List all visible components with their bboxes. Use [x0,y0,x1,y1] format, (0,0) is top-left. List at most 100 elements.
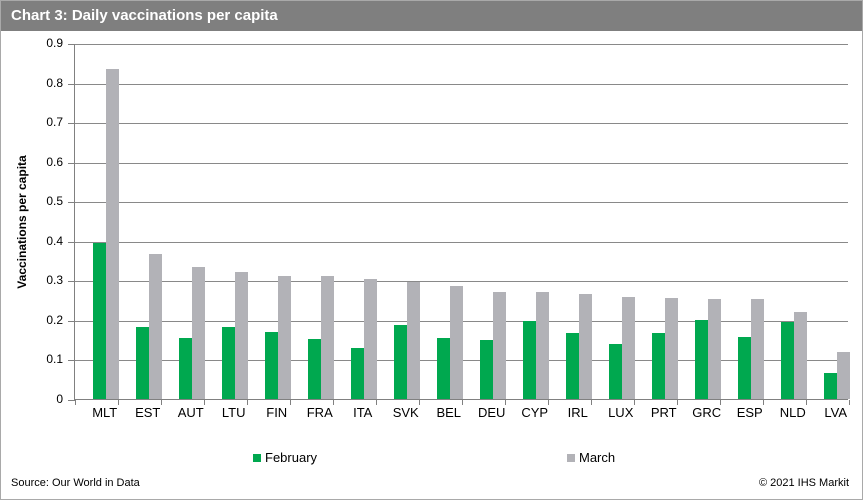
x-tick-label: GRC [692,405,722,420]
y-axis-tick [68,44,75,45]
x-axis-tick [290,400,291,405]
x-tick-label: CYP [521,405,549,420]
bar-march-ltu [234,272,248,399]
y-tick-label: 0.5 [46,194,63,209]
bar-february-deu [479,340,493,399]
legend-swatch-march [567,453,575,462]
bar-march-cyp [535,292,549,399]
bar-march-mlt [105,68,119,399]
legend-item-march: March [567,450,615,465]
bar-february-lux [608,344,622,399]
x-axis-tick [118,400,119,405]
x-axis-tick [677,400,678,405]
chart-title: Chart 3: Daily vaccinations per capita [11,7,278,24]
x-tick-label: FRA [306,405,333,420]
x-tick-label: SVK [392,405,419,420]
x-tick-label: LUX [608,405,634,420]
bar-march-nld [793,311,807,399]
bar-february-est [135,327,149,399]
x-axis-tick [720,400,721,405]
y-axis-tick [68,162,75,164]
x-tick-label: EST [135,405,161,420]
x-axis-tick [591,400,592,405]
gridline [75,44,848,45]
y-tick-label: 0.3 [46,273,63,288]
y-tick-label: 0.7 [46,115,63,130]
y-axis-tick [68,360,75,362]
bar-february-prt [651,332,665,399]
bar-february-mlt [92,242,106,399]
gridline [75,83,848,85]
x-axis-tick [204,400,205,405]
x-axis-tick [505,400,506,405]
x-axis-tick [75,400,76,405]
x-tick-label: ITA [353,405,373,420]
y-axis-tick [68,202,75,204]
x-axis-tick [763,400,764,405]
chart-title-bar: Chart 3: Daily vaccinations per capita [1,1,862,31]
bar-february-nld [780,322,794,399]
x-tick-label: MLT [92,405,118,420]
y-tick-label: 0.1 [46,352,63,367]
y-axis-tick [68,400,75,401]
gridline [75,202,848,204]
x-axis-tick [806,400,807,405]
legend-label-february: February [265,450,318,465]
bar-february-svk [393,325,407,399]
bar-february-aut [178,338,192,399]
bar-february-lva [823,373,837,399]
x-tick-label: ESP [736,405,763,420]
x-axis-tick [419,400,420,405]
source-note: Source: Our World in Data [11,477,140,489]
x-tick-label: NLD [779,405,806,420]
y-tick-label: 0.2 [46,312,63,327]
bar-february-ltu [221,327,235,399]
x-tick-label: LVA [824,405,848,420]
gridline [75,241,848,243]
y-axis-tick [68,320,75,322]
x-tick-label: AUT [177,405,204,420]
x-axis-tick [462,400,463,405]
bar-march-bel [449,286,463,399]
bar-march-fin [277,276,291,399]
x-axis-tick [161,400,162,405]
x-axis-tick [333,400,334,405]
bar-march-irl [578,293,592,399]
bar-march-fra [320,276,334,399]
bar-february-esp [737,337,751,399]
bar-march-svk [406,281,420,399]
x-tick-label: BEL [436,405,462,420]
bar-february-grc [694,319,708,399]
x-axis-tick-labels: MLT EST AUT LTU FIN FRA ITA SVK BEL DEU CYP IRL LUX P… [74,405,848,423]
bar-february-bel [436,338,450,399]
x-tick-label: LTU [221,405,246,420]
gridline [75,281,848,283]
bar-march-prt [664,297,678,399]
bar-february-cyp [522,320,536,399]
legend-item-february: February [253,450,317,465]
y-axis-tick-labels: 0 0.1 0.2 0.3 0.4 0.5 0.6 0.7 0.8 0.9 [1,36,63,406]
x-axis-tick [376,400,377,405]
bar-february-fin [264,331,278,399]
bar-march-esp [750,299,764,399]
bar-february-irl [565,333,579,399]
bar-march-est [148,254,162,399]
y-tick-label: 0 [56,392,63,406]
bar-march-deu [492,292,506,399]
gridline [75,123,848,125]
copyright-note: © 2021 IHS Markit [758,477,849,489]
bar-march-aut [191,267,205,399]
y-tick-label: 0.9 [46,36,63,50]
x-tick-label: FIN [266,405,288,420]
y-tick-label: 0.6 [46,154,63,169]
y-axis-tick [68,241,75,243]
y-tick-label: 0.8 [46,75,63,90]
legend-swatch-february [253,453,261,462]
bar-february-fra [307,339,321,399]
x-tick-label: IRL [567,405,588,420]
bar-february-ita [350,347,364,399]
bar-march-grc [707,299,721,399]
plot-area [68,44,850,405]
x-axis-tick [849,400,850,405]
